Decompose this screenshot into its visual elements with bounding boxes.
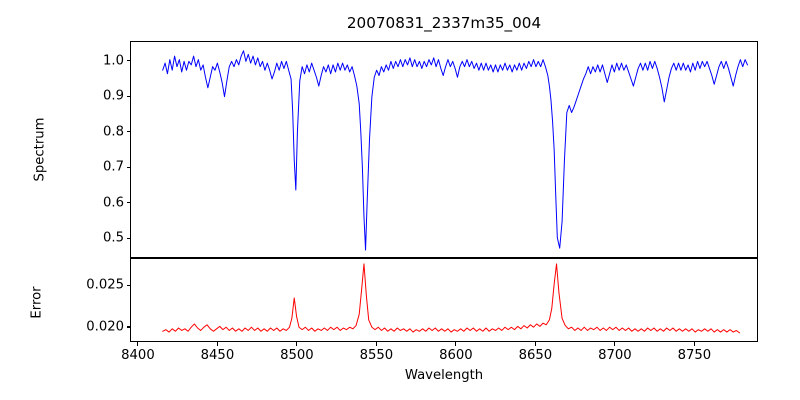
y-tick-mark <box>126 326 130 328</box>
spectrum-plot-area <box>130 41 758 258</box>
spectrum-line-chart <box>162 50 748 251</box>
y-tick-mark <box>126 284 130 286</box>
x-tick-mark <box>296 342 298 346</box>
y-tick-label: 1.0 <box>103 53 124 69</box>
figure-title: 20070831_2337m35_004 <box>346 14 542 32</box>
x-tick-mark <box>693 342 695 346</box>
y-axis-label-spectrum: Spectrum <box>32 117 48 182</box>
y-tick-label: 0.020 <box>86 319 124 335</box>
y-axis-label-error: Error <box>29 286 45 319</box>
x-tick-label: 8550 <box>359 348 394 363</box>
x-tick-label: 8500 <box>280 348 314 363</box>
y-tick-label: 0.8 <box>103 124 124 140</box>
x-tick-mark <box>375 342 377 346</box>
error-plot-area <box>130 258 758 342</box>
x-tick-mark <box>455 342 457 346</box>
x-tick-label: 8650 <box>518 348 553 363</box>
error-line-chart <box>162 263 741 334</box>
y-tick-mark <box>126 166 130 168</box>
y-tick-mark <box>126 237 130 239</box>
y-tick-label: 0.5 <box>103 230 124 246</box>
x-tick-mark <box>137 342 139 346</box>
x-tick-mark <box>534 342 536 346</box>
x-axis-label: Wavelength <box>404 368 484 383</box>
y-tick-label: 0.025 <box>86 277 124 293</box>
y-tick-label: 0.6 <box>103 195 124 211</box>
error-data-line <box>162 263 741 334</box>
x-tick-mark <box>614 342 616 346</box>
x-tick-label: 8750 <box>677 348 712 363</box>
x-tick-label: 8400 <box>121 348 155 363</box>
y-tick-label: 0.7 <box>103 159 124 175</box>
y-tick-mark <box>126 60 130 62</box>
x-tick-label: 8450 <box>200 348 235 363</box>
x-tick-label: 8600 <box>439 348 473 363</box>
y-tick-mark <box>126 95 130 97</box>
spectrum-data-line <box>162 50 748 251</box>
x-tick-label: 8700 <box>598 348 632 363</box>
y-tick-label: 0.9 <box>103 88 124 104</box>
y-tick-mark <box>126 202 130 204</box>
x-tick-mark <box>216 342 218 346</box>
y-tick-mark <box>126 131 130 133</box>
